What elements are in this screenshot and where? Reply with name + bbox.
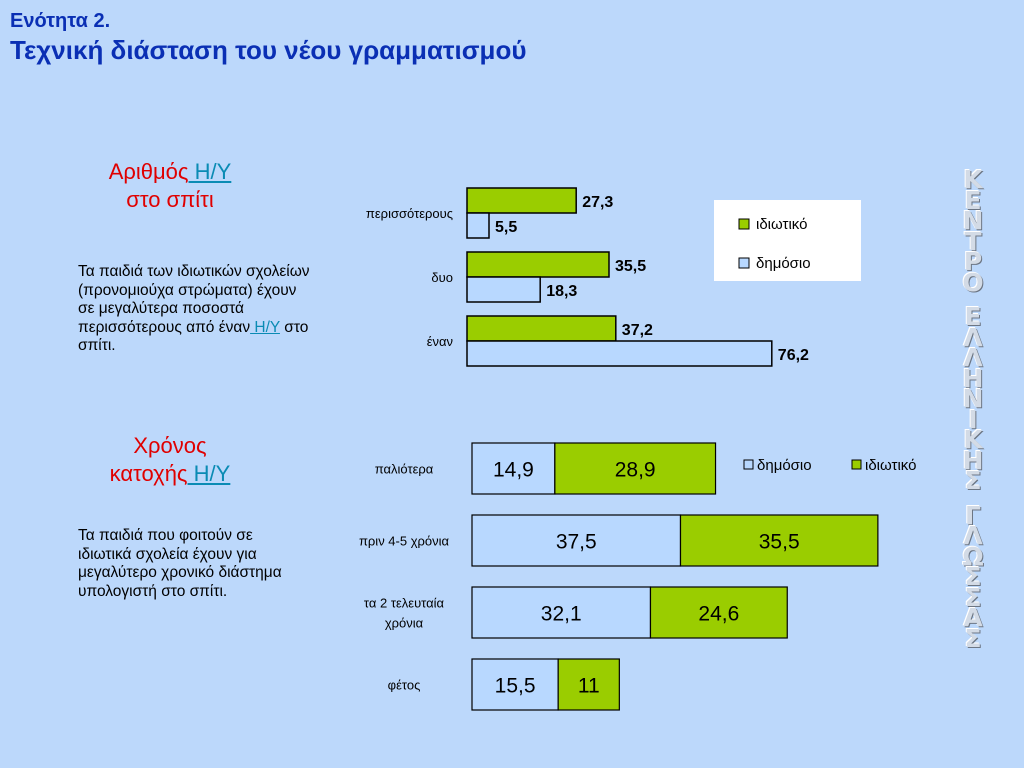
section1-text-end: στο σπίτι.: [78, 318, 309, 355]
data-label: 27,3: [582, 194, 613, 211]
bar: [466, 276, 541, 303]
data-label: 18,3: [546, 283, 577, 300]
slide-title: Τεχνική διάσταση του νέου γραμματισμού: [10, 35, 527, 65]
data-label: 24,6: [698, 603, 739, 626]
data-label: 11: [578, 675, 600, 698]
category-label: φέτος: [388, 678, 421, 693]
bar-segment: [471, 586, 652, 639]
section1-paragraph: Τα παιδιά των ιδιωτικών σχολείων (προνομ…: [78, 263, 310, 356]
section1-title-text: Αριθμός: [108, 159, 189, 184]
section1-title-link[interactable]: Η/Υ: [188, 159, 232, 184]
category-label: παλιότερα: [375, 462, 434, 477]
bar: [466, 251, 610, 278]
category-label: περισσότερους: [366, 206, 453, 221]
bar-segment: [471, 442, 556, 495]
legend-label: ιδιωτικό: [756, 216, 807, 233]
data-label: 14,9: [493, 459, 534, 482]
section-number: Ενότητα 2.: [10, 10, 111, 32]
data-label: 76,2: [778, 347, 809, 364]
data-label: 35,5: [759, 531, 800, 554]
data-label: 15,5: [495, 675, 536, 698]
data-label: 35,5: [615, 258, 646, 275]
legend-swatch: [738, 257, 750, 269]
legend-box: [714, 200, 861, 281]
bar-segment: [471, 658, 559, 711]
data-label: 5,5: [495, 219, 517, 236]
legend-swatch: [851, 459, 862, 470]
section1-text-link[interactable]: Η/Υ: [250, 318, 280, 336]
bar-segment: [557, 658, 620, 711]
section2-title: Χρόνος κατοχής Η/Υ: [60, 432, 280, 488]
legend-label: δημόσιο: [757, 457, 812, 474]
category-label: τα 2 τελευταία: [364, 596, 445, 611]
category-label: δυο: [431, 270, 453, 285]
bar: [466, 212, 490, 239]
bar-segment: [471, 514, 682, 567]
section2-title-link[interactable]: Η/Υ: [187, 461, 231, 486]
legend-label: δημόσιο: [756, 255, 811, 272]
section1-title: Αριθμός Η/Υ στο σπίτι: [60, 158, 280, 214]
bar-segment: [649, 586, 788, 639]
bar: [466, 187, 577, 214]
section2-title-text: κατοχής: [109, 461, 188, 486]
section2-title-line1: Χρόνος: [133, 433, 207, 458]
section1-text: Τα παιδιά των ιδιωτικών σχολείων (προνομ…: [78, 263, 310, 336]
data-label: 37,5: [556, 531, 597, 554]
data-label: 32,1: [541, 603, 582, 626]
data-label: 28,9: [615, 459, 656, 482]
section1-title-line2: στο σπίτι: [126, 187, 214, 212]
section2-paragraph: Τα παιδιά που φοιτούν σε ιδιωτικά σχολεί…: [78, 527, 282, 600]
data-label: 37,2: [622, 322, 653, 339]
slide-header: Ενότητα 2. Τεχνική διάσταση του νέου γρα…: [10, 8, 526, 66]
legend-swatch: [743, 459, 754, 470]
legend-label: ιδιωτικό: [865, 457, 916, 474]
category-label: πριν 4-5 χρόνια: [359, 534, 450, 549]
bar: [466, 340, 773, 367]
category-label: χρόνια: [385, 616, 424, 631]
legend-swatch: [738, 218, 750, 230]
category-label: έναν: [427, 334, 453, 349]
bar: [466, 315, 617, 342]
bar-segment: [554, 442, 717, 495]
bar-segment: [679, 514, 879, 567]
